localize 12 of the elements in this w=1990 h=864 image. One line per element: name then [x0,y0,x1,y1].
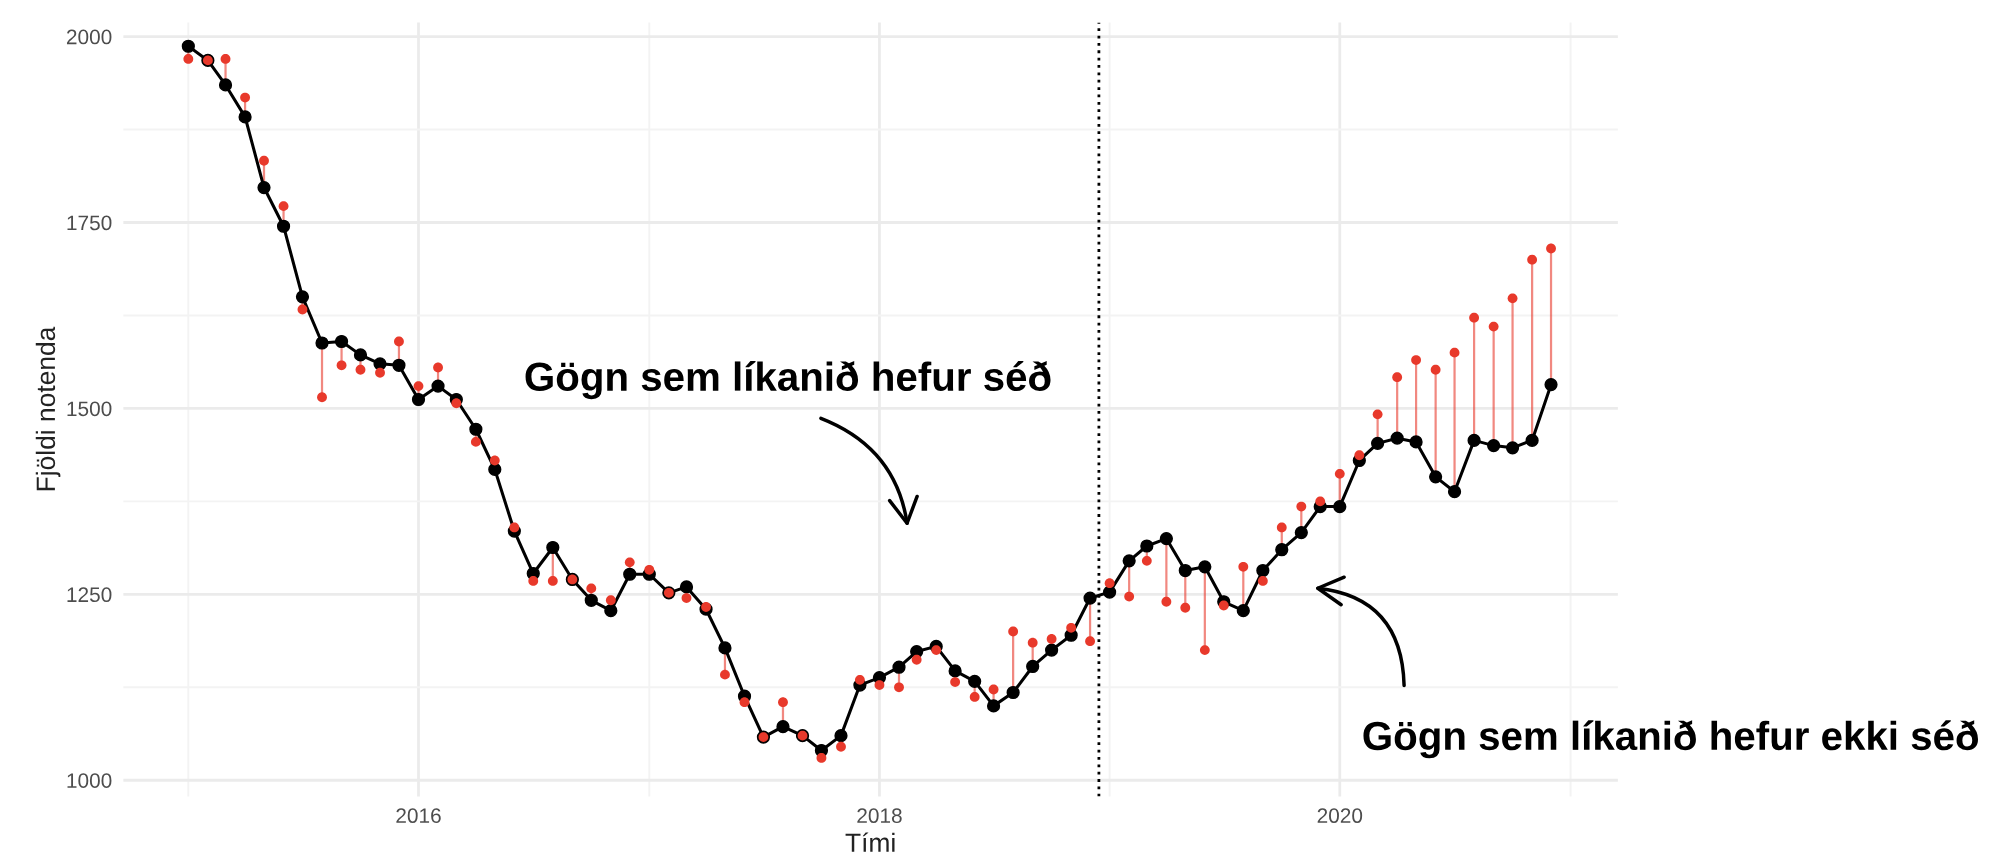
x-tick-label: 2020 [1317,808,1363,824]
y-tick-label: 1750 [67,215,112,231]
y-tick-label: 1500 [67,401,112,417]
x-tick-label: 2018 [857,808,902,824]
y-tick-label: 1250 [67,587,112,603]
x-tick-label: 2016 [396,808,441,824]
y-tick-label: 1000 [67,773,112,788]
y-tick-label: 2000 [66,29,112,45]
y-axis-title: Fjöldi notenda [35,326,61,491]
x-axis-title: Tími [845,832,895,852]
annotation: Gögn sem líkanið hefur séð [525,361,1051,400]
annotation: Gögn sem líkanið hefur ekki séð [1363,720,1979,759]
